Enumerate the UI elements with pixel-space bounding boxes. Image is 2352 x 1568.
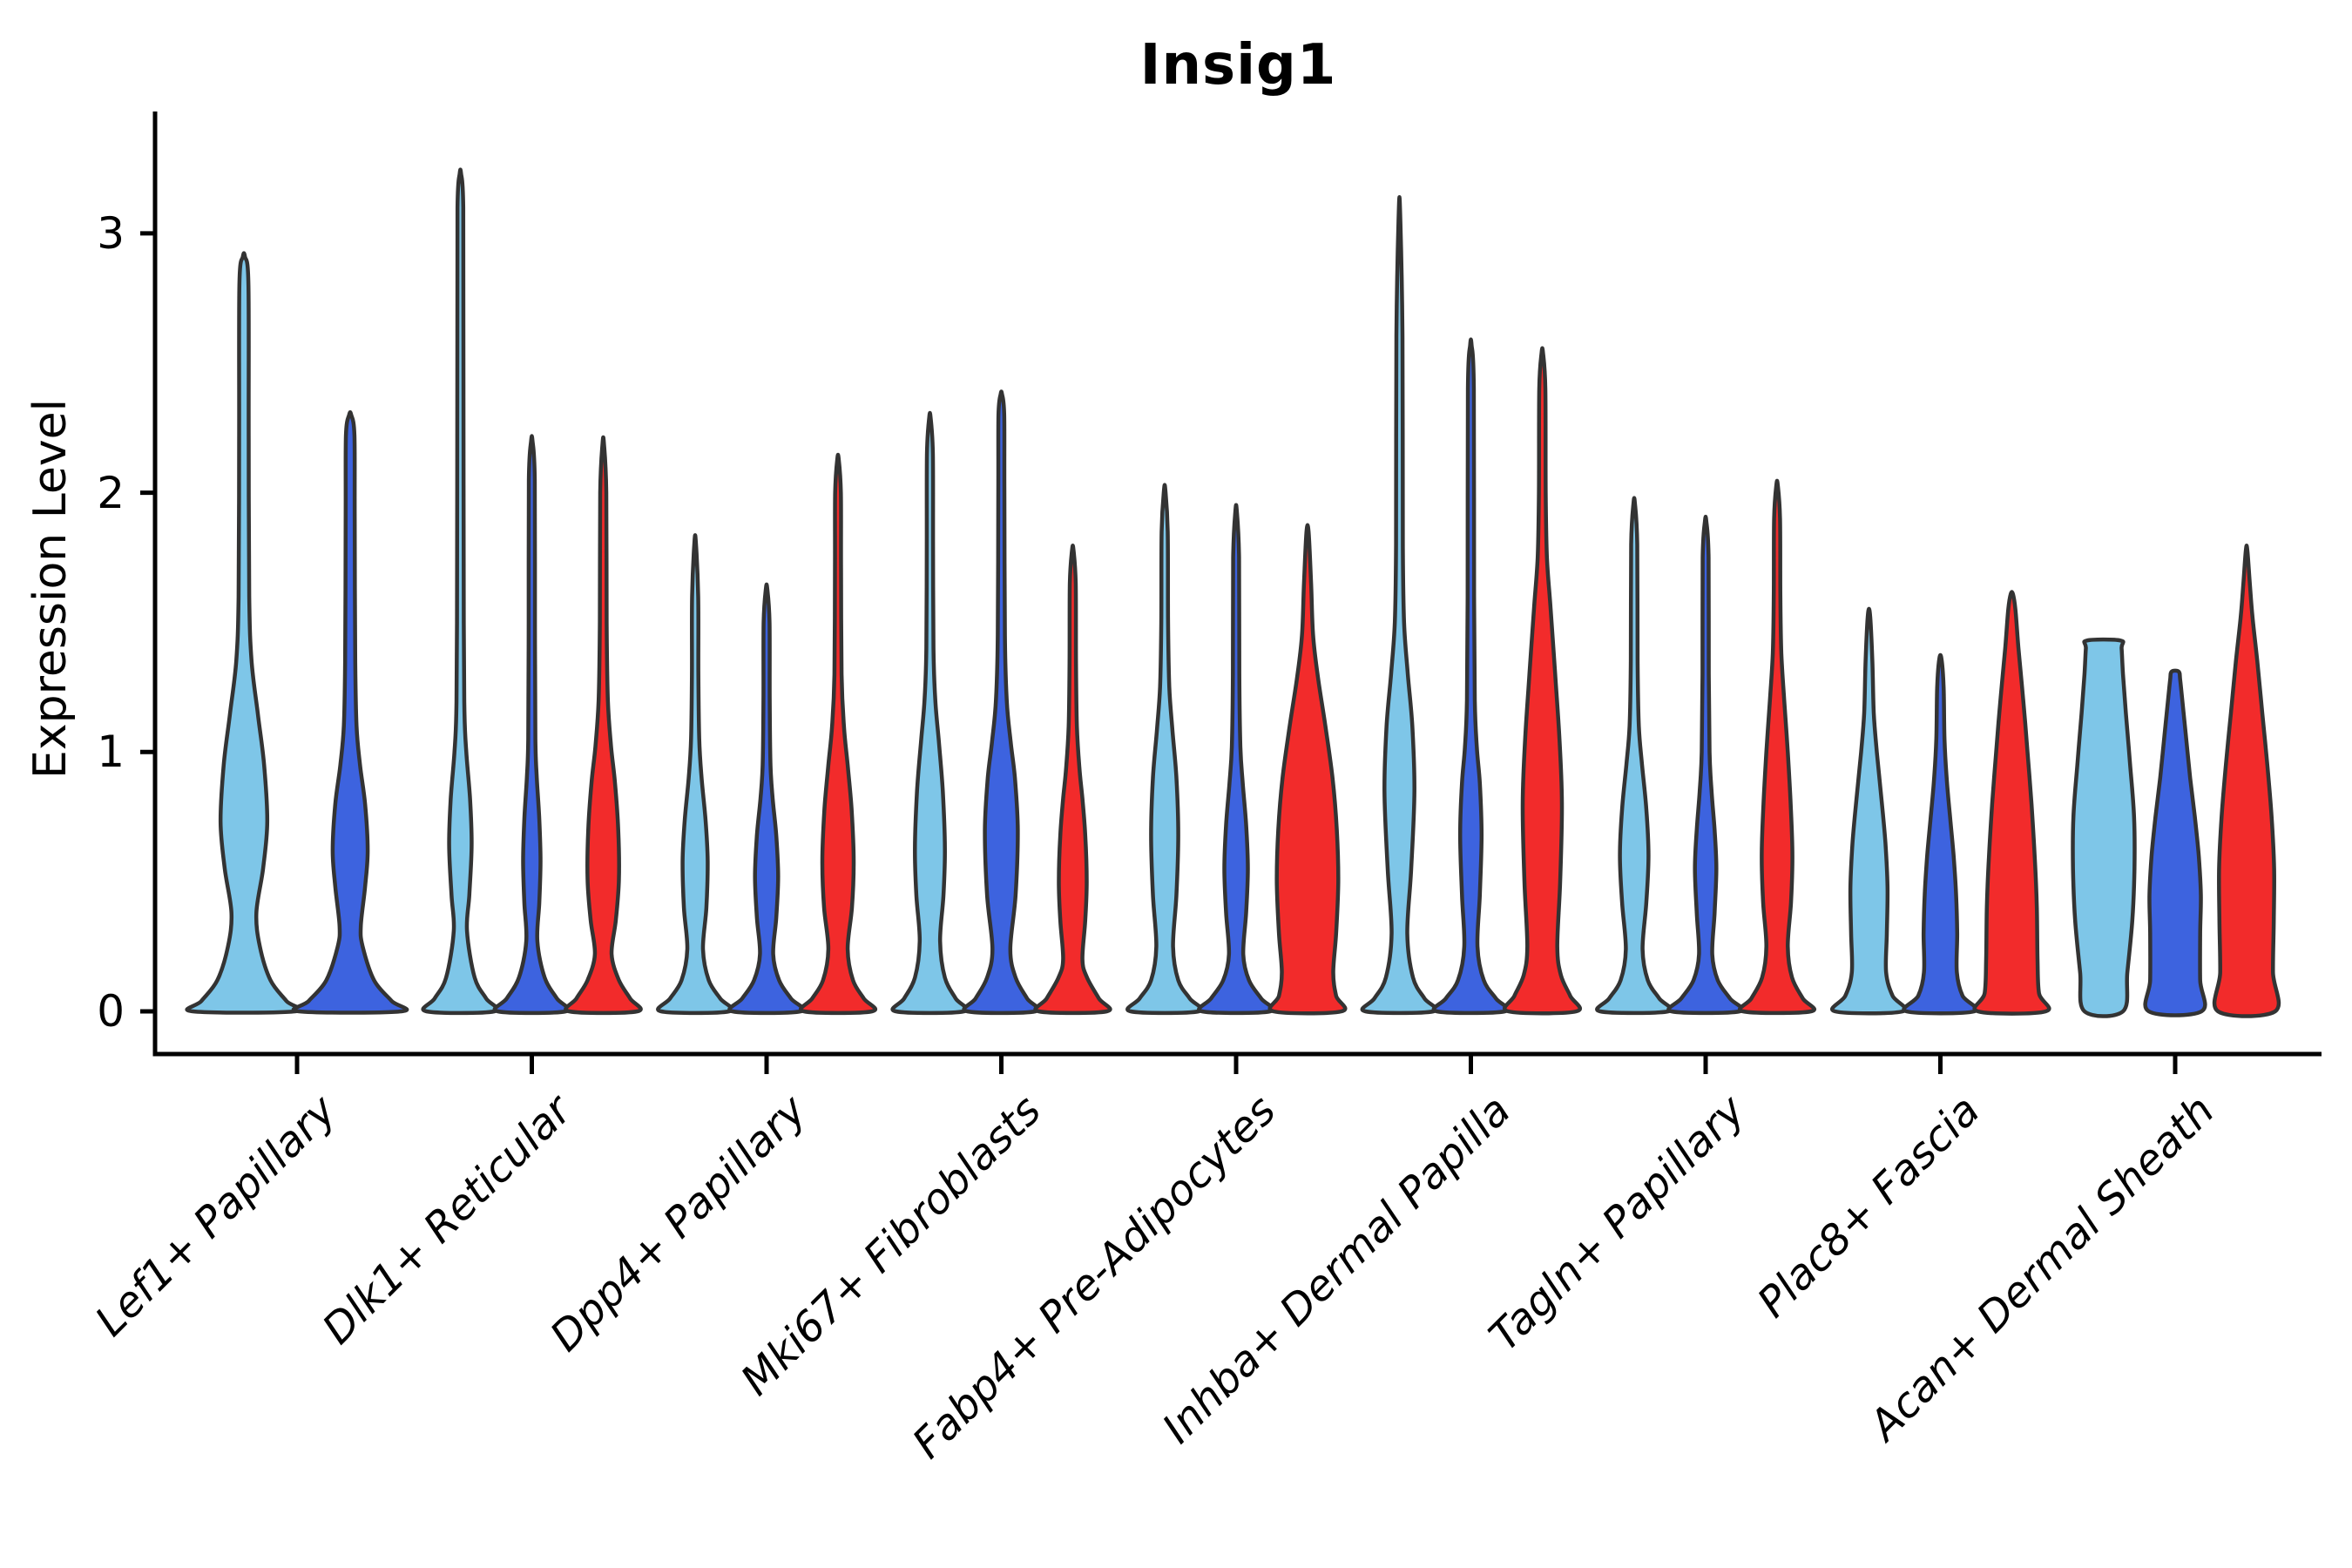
violin	[890, 410, 970, 1016]
violin	[1595, 496, 1673, 1016]
y-tick-label: 0	[97, 986, 125, 1037]
y-tick-label: 2	[97, 467, 125, 518]
violin	[2212, 543, 2281, 1018]
violin	[1360, 195, 1439, 1016]
violin	[1267, 523, 1348, 1016]
violin	[962, 389, 1041, 1016]
violin	[727, 582, 806, 1016]
violin	[492, 434, 571, 1016]
violin	[1431, 337, 1511, 1016]
chart-title: Insig1	[1139, 33, 1337, 98]
violin	[1830, 606, 1908, 1016]
violin	[1972, 590, 2051, 1016]
violin	[1666, 514, 1745, 1016]
violin	[421, 167, 500, 1016]
violin	[1502, 346, 1583, 1016]
violin	[1737, 478, 1817, 1016]
violin	[798, 452, 878, 1016]
y-tick-label: 3	[97, 207, 125, 259]
violin	[2143, 668, 2207, 1017]
violin	[1125, 483, 1204, 1016]
y-axis-title: Expression Level	[24, 398, 77, 780]
y-tick-label: 1	[97, 727, 125, 778]
violin	[564, 435, 643, 1016]
violin	[291, 410, 409, 1015]
violin	[1902, 652, 1979, 1016]
violin	[1197, 503, 1275, 1016]
violin	[1033, 543, 1112, 1016]
violin	[656, 533, 734, 1016]
violin	[185, 251, 303, 1015]
violin	[2071, 637, 2137, 1018]
